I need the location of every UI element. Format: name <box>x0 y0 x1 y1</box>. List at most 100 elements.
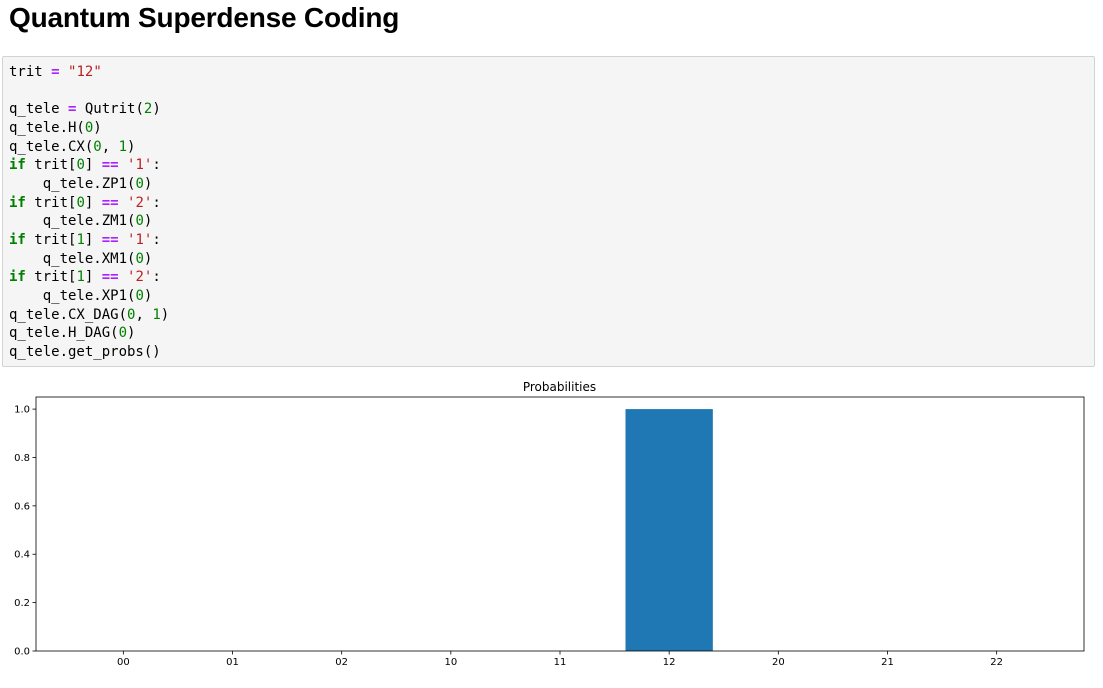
x-tick-label: 22 <box>990 657 1003 668</box>
code-token: 0 <box>127 306 136 323</box>
plot-frame <box>35 396 1085 652</box>
code-token: trit[ <box>25 157 77 174</box>
code-token: q_tele.H( <box>9 119 85 136</box>
code-token: ) <box>160 306 170 323</box>
code-line: if trit[1] == '2': <box>9 268 169 287</box>
code-token: ] <box>84 231 102 248</box>
code-line: q_tele.H(0) <box>9 119 169 138</box>
code-token: == <box>101 231 119 248</box>
code-token: == <box>101 157 119 174</box>
code-token: : <box>152 269 161 286</box>
code-token: if <box>9 269 26 286</box>
code-token: ) <box>152 101 161 118</box>
code-token: = <box>51 64 60 80</box>
y-tick-label: 0.4 <box>14 550 30 561</box>
code-line: q_tele.CX_DAG(0, 1) <box>9 306 169 325</box>
code-token: q_tele.H_DAG( <box>9 325 119 342</box>
code-token: q_tele.CX_DAG( <box>9 306 128 323</box>
code-line: q_tele.XP1(0) <box>9 287 169 306</box>
code-token: : <box>152 194 161 211</box>
code-token: trit[ <box>25 231 77 248</box>
code-token: 0 <box>76 194 85 211</box>
code-token: , <box>101 138 119 155</box>
code-token: ) <box>127 325 136 342</box>
code-token: ) <box>143 175 153 192</box>
page-title: Quantum Superdense Coding <box>9 2 400 33</box>
code-line <box>9 82 169 101</box>
code-line: if trit[1] == '1': <box>9 231 169 250</box>
code-token: if <box>9 231 26 248</box>
code-token <box>119 157 127 173</box>
code-token: : <box>152 231 161 248</box>
code-line: q_tele.ZM1(0) <box>9 212 169 231</box>
code-token: trit[ <box>25 194 77 211</box>
x-tick-label: 21 <box>881 657 894 668</box>
code-token: q_tele <box>9 101 69 118</box>
code-token: q_tele.XM1( <box>9 250 136 267</box>
code-line: q_tele.H_DAG(0) <box>9 324 169 343</box>
code-token: 0 <box>76 157 85 174</box>
code-token: 0 <box>93 138 102 155</box>
code-token: ) <box>143 213 153 230</box>
code-token: == <box>101 194 119 211</box>
code-token: ) <box>127 138 136 155</box>
code-cell[interactable]: trit = "12" q_tele = Qutrit(2) q_tele.H(0… <box>2 56 1095 367</box>
bar-12 <box>625 409 713 651</box>
code-token: if <box>9 194 26 211</box>
code-token: 1 <box>118 138 128 155</box>
code-token: 0 <box>135 175 144 192</box>
y-tick-label: 0.0 <box>14 647 30 658</box>
code-token: , <box>135 306 153 323</box>
x-tick-label: 01 <box>226 657 239 668</box>
code-token: ] <box>84 157 102 174</box>
code-line: if trit[0] == '1': <box>9 156 169 175</box>
code-token: q_tele.ZP1( <box>9 175 136 192</box>
code-line: trit = "12" <box>9 63 169 82</box>
code-token: ] <box>84 269 102 286</box>
code-line: q_tele.get_probs() <box>9 343 169 362</box>
x-tick-label: 02 <box>335 657 348 668</box>
y-tick-label: 0.8 <box>14 453 30 464</box>
code-token: '2' <box>127 269 153 286</box>
code-line: q_tele.XM1(0) <box>9 250 169 269</box>
code-token: ) <box>143 287 153 304</box>
code-token: '1' <box>127 231 153 248</box>
code-token: ) <box>93 119 102 136</box>
code-line: q_tele.ZP1(0) <box>9 175 169 194</box>
code-token: "12" <box>68 64 102 80</box>
y-tick-label: 0.6 <box>14 501 30 512</box>
code-token: q_tele.CX( <box>9 138 94 155</box>
code-editor[interactable]: trit = "12" q_tele = Qutrit(2) q_tele.H(0… <box>9 63 169 362</box>
code-token: Qutrit( <box>76 101 144 118</box>
code-line: if trit[0] == '2': <box>9 194 169 213</box>
code-token: 2 <box>143 101 153 118</box>
code-token: 0 <box>84 119 94 136</box>
x-tick-label: 12 <box>663 657 676 668</box>
code-token <box>119 195 127 211</box>
x-tick-label: 10 <box>444 657 457 668</box>
code-token: '2' <box>127 194 153 211</box>
code-line: q_tele = Qutrit(2) <box>9 100 169 119</box>
code-token <box>60 64 68 80</box>
code-token: 1 <box>76 269 85 286</box>
chart-plot-area: 0.0 0.2 0.4 0.6 0.8 1.0 00 01 02 10 11 12 20 21 22 <box>14 396 1085 668</box>
code-token: if <box>9 157 26 174</box>
code-token: ) <box>143 250 153 267</box>
probabilities-bar-chart: Probabilities 0.0 0.2 0.4 0.6 0.8 1.0 00 01 02 10… <box>14 380 1085 668</box>
x-tick-label: 00 <box>117 657 130 668</box>
chart-title: Probabilities <box>523 380 596 394</box>
code-token: 0 <box>118 325 128 342</box>
code-token: : <box>152 157 161 174</box>
code-token: q_tele.get_probs() <box>9 343 161 360</box>
code-token: = <box>68 101 77 118</box>
code-line: q_tele.CX(0, 1) <box>9 138 169 157</box>
code-token: 0 <box>135 287 144 304</box>
y-tick-label: 1.0 <box>14 405 30 416</box>
x-tick-label: 11 <box>554 657 567 668</box>
code-token: 0 <box>135 250 144 267</box>
code-token: 1 <box>152 306 161 323</box>
code-token: 0 <box>135 213 144 230</box>
code-token: trit[ <box>25 269 77 286</box>
x-tick-label: 20 <box>772 657 785 668</box>
y-tick-label: 0.2 <box>14 598 30 609</box>
